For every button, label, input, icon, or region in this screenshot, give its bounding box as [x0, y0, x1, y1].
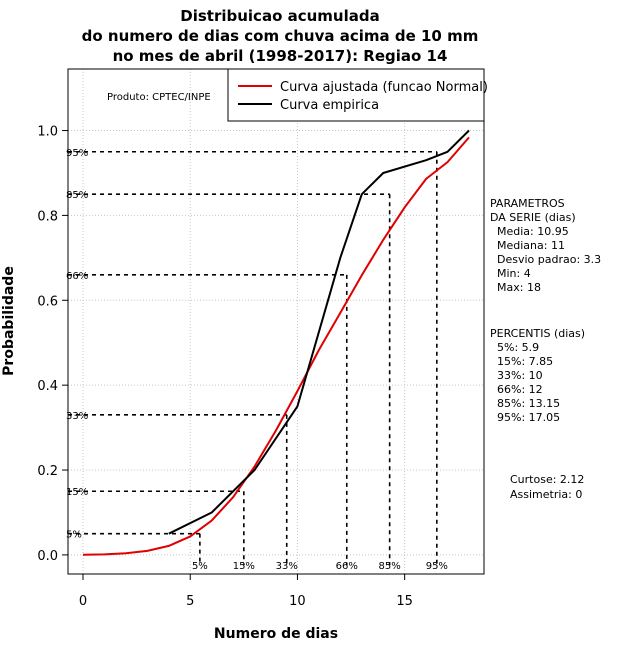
percentile-y-label-0: 5%	[66, 530, 82, 541]
y-tick-label-2: 0.4	[37, 379, 58, 394]
percentis-title: PERCENTIS (dias)	[490, 327, 585, 340]
plot-border	[67, 68, 485, 575]
x-tick-label-0: 0	[79, 594, 87, 609]
fitted-normal-curve	[82, 136, 470, 556]
series-group	[82, 129, 470, 556]
parametros-title-1: PARAMETROS	[490, 197, 565, 210]
percentile-x-label-3: 66%	[336, 561, 358, 572]
grid-lines	[68, 69, 484, 574]
x-axis-title: Numero de dias	[214, 626, 338, 642]
percentile-guides: 5% 5% 15% 15% 33% 33% 66% 66% 85% 85% 95% 95%	[66, 148, 448, 572]
empirical-curve	[168, 129, 470, 535]
percentile-y-label-4: 85%	[66, 190, 88, 201]
param-desvio: Desvio padrao: 3.3	[497, 253, 601, 266]
source-label: Produto: CPTEC/INPE	[107, 92, 211, 103]
x-tick-label-3: 15	[396, 594, 413, 609]
y-tick-label-4: 0.8	[37, 209, 58, 224]
chart-title-line-1: Distribuicao acumulada	[180, 7, 379, 25]
percentile-y-label-2: 33%	[66, 411, 88, 422]
legend-empirical-label: Curva empirica	[280, 98, 379, 113]
parametros-title-2: DA SERIE (dias)	[490, 211, 576, 224]
x-tick-label-2: 10	[289, 594, 306, 609]
x-tick-label-1: 5	[186, 594, 194, 609]
axes: 0 5 10 15 0.0 0.2 0.4 0.6 0.8 1.0	[37, 125, 413, 609]
chart-title-line-2: do numero de dias com chuva acima de 10 …	[82, 27, 479, 45]
y-axis-title: Probabilidade	[1, 266, 17, 376]
legend: Curva ajustada (funcao Normal) Curva emp…	[227, 68, 488, 122]
percentile-x-label-0: 5%	[192, 561, 208, 572]
legend-box	[227, 68, 485, 122]
y-tick-label-3: 0.6	[37, 294, 58, 309]
percentile-x-label-5: 95%	[426, 561, 448, 572]
assimetria-value: Assimetria: 0	[510, 488, 582, 501]
percentil-5: 5%: 5.9	[497, 341, 539, 354]
percentile-y-label-1: 15%	[66, 487, 88, 498]
legend-fitted-label: Curva ajustada (funcao Normal)	[280, 80, 488, 95]
param-mediana: Mediana: 11	[497, 239, 565, 252]
percentil-15: 15%: 7.85	[497, 355, 553, 368]
param-max: Max: 18	[497, 281, 541, 294]
y-tick-label-1: 0.2	[37, 464, 58, 479]
percentil-66: 66%: 12	[497, 383, 543, 396]
side-panel: PARAMETROS DA SERIE (dias) Media: 10.95 …	[490, 197, 601, 501]
percentil-85: 85%: 13.15	[497, 397, 560, 410]
percentile-x-label-4: 85%	[379, 561, 401, 572]
param-min: Min: 4	[497, 267, 531, 280]
percentile-x-label-1: 15%	[233, 561, 255, 572]
percentile-y-label-5: 95%	[66, 148, 88, 159]
chart-title-line-3: no mes de abril (1998-2017): Regiao 14	[113, 47, 448, 65]
param-media: Media: 10.95	[497, 225, 569, 238]
percentile-y-label-3: 66%	[66, 271, 88, 282]
curtose-value: Curtose: 2.12	[510, 473, 584, 486]
percentil-95: 95%: 17.05	[497, 411, 560, 424]
percentil-33: 33%: 10	[497, 369, 543, 382]
y-tick-label-5: 1.0	[37, 125, 58, 140]
percentile-x-label-2: 33%	[276, 561, 298, 572]
y-tick-label-0: 0.0	[37, 549, 58, 564]
